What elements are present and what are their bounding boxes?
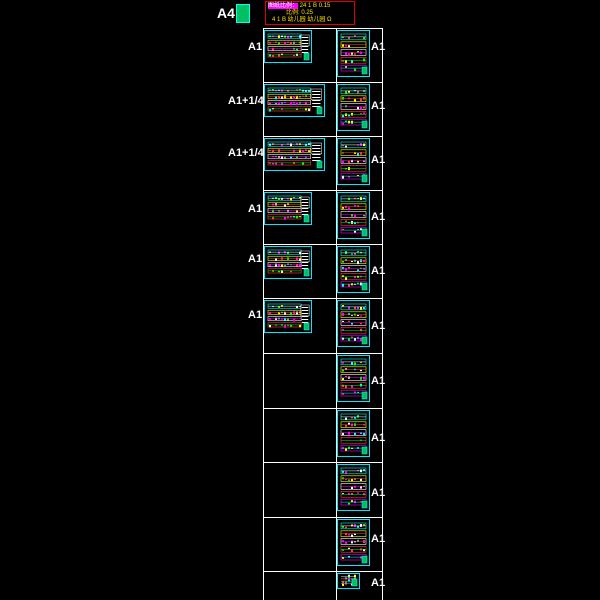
sheet-size-label-right: A1 [371, 41, 386, 53]
sheet-size-label-left: A1 [248, 253, 263, 265]
legend-line-1: 图纸比例： 24 1 B 0.15 [268, 3, 330, 10]
sheet-size-label-right: A1 [371, 154, 386, 166]
grid-col-line-right [382, 28, 383, 600]
sheet-size-label-right: A1 [371, 265, 386, 277]
grid-row-line [263, 82, 383, 83]
legend-line-3: 4 1 B 幼儿园 幼儿园 Ω [272, 17, 332, 23]
drawing-sheet-thumbnail[interactable] [337, 355, 370, 402]
drawing-sheet-thumbnail[interactable] [337, 192, 370, 239]
sheet-size-label-left: A1 [248, 41, 263, 53]
legend-line-2: 比例: 0.25 [286, 10, 314, 16]
sheet-size-label-left: A1 [248, 203, 263, 215]
drawing-sheet-thumbnail[interactable] [337, 300, 370, 347]
grid-row-line [263, 517, 383, 518]
drawing-sheet-thumbnail[interactable] [337, 573, 360, 589]
drawing-sheet-thumbnail[interactable] [264, 246, 312, 279]
sheet-size-label-left: A1+1/4 [228, 147, 264, 159]
grid-col-line-mid [336, 28, 337, 600]
drawing-sheet-thumbnail[interactable] [264, 30, 312, 63]
sheet-size-label-right: A1 [371, 577, 386, 589]
drawing-sheet-thumbnail[interactable] [264, 138, 325, 171]
drawing-sheet-thumbnail[interactable] [337, 84, 370, 131]
drawing-sheet-thumbnail[interactable] [264, 192, 312, 225]
legend-box: 图纸比例： 24 1 B 0.15 比例: 0.25 4 1 B 幼儿园 幼儿园… [265, 1, 355, 25]
sheet-size-label-left: A1 [248, 309, 263, 321]
legend-line-1-text: 24 1 B 0.15 [299, 3, 331, 9]
sheet-size-label-right: A1 [371, 211, 386, 223]
sheet-size-label-right: A1 [371, 487, 386, 499]
drawing-sheet-thumbnail[interactable] [337, 138, 370, 185]
grid-row-line [263, 298, 383, 299]
grid-row-line [263, 571, 383, 572]
grid-row-line [263, 353, 383, 354]
grid-row-line [263, 244, 383, 245]
sheet-size-label-right: A1 [371, 432, 386, 444]
legend-highlight: 图纸比例： [268, 3, 299, 9]
drawing-sheet-thumbnail[interactable] [337, 464, 370, 511]
grid-row-line [263, 190, 383, 191]
grid-row-line [263, 136, 383, 137]
drawing-sheet-thumbnail[interactable] [264, 300, 312, 333]
a4-sheet-swatch [236, 4, 250, 23]
drawing-sheet-thumbnail[interactable] [264, 84, 325, 117]
grid-row-line [263, 408, 383, 409]
grid-row-line [263, 28, 383, 29]
sheet-size-label-right: A1 [371, 100, 386, 112]
grid-col-line-left [263, 28, 264, 600]
drawing-sheet-thumbnail[interactable] [337, 246, 370, 293]
sheet-size-label-right: A1 [371, 320, 386, 332]
drawing-sheet-thumbnail[interactable] [337, 519, 370, 566]
sheet-size-label-left: A1+1/4 [228, 95, 264, 107]
grid-row-line [263, 462, 383, 463]
drawing-sheet-thumbnail[interactable] [337, 410, 370, 457]
sheet-size-label-right: A1 [371, 533, 386, 545]
a4-size-label: A4 [217, 5, 235, 21]
drawing-sheet-thumbnail[interactable] [337, 30, 370, 77]
sheet-size-label-right: A1 [371, 375, 386, 387]
